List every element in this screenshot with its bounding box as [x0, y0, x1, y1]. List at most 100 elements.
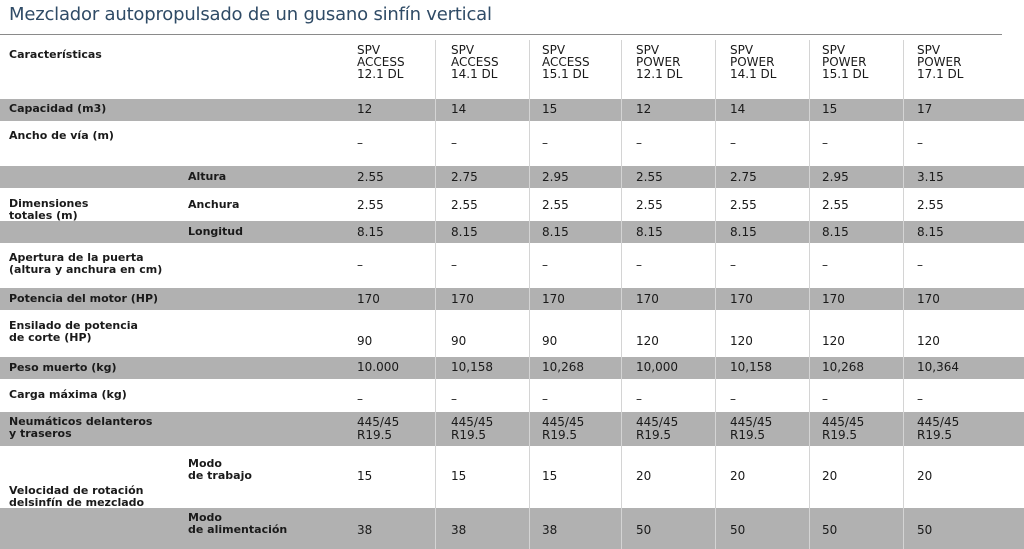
- table-cell: 10,000: [636, 360, 678, 374]
- table-cell: 20: [730, 469, 746, 483]
- table-cell: 2.75: [451, 170, 478, 184]
- model-header: SPV POWER 17.1 DL: [917, 43, 964, 81]
- table-cell: 445/45 R19.5: [730, 415, 773, 442]
- table-cell: 170: [730, 292, 753, 306]
- table-cell: 12: [357, 102, 373, 116]
- table-cell: 445/45 R19.5: [636, 415, 679, 442]
- table-cell: 2.75: [730, 170, 757, 184]
- table-cell: –: [451, 136, 457, 150]
- table-cell: 10,158: [730, 360, 772, 374]
- table-cell: 445/45 R19.5: [822, 415, 865, 442]
- table-cell: 2.55: [917, 198, 944, 212]
- table-cell: 12: [636, 102, 652, 116]
- table-cell: 170: [451, 292, 474, 306]
- model-header: SPV ACCESS 15.1 DL: [542, 43, 590, 81]
- row-label: Ancho de vía (m): [9, 129, 114, 142]
- table-cell: –: [357, 136, 363, 150]
- column-divider: [809, 40, 810, 549]
- table-cell: 50: [822, 523, 838, 537]
- table-cell: 8.15: [542, 225, 569, 239]
- table-cell: –: [636, 258, 642, 272]
- table-cell: –: [917, 392, 923, 406]
- row-label: Ensilado de potencia de corte (HP): [9, 319, 138, 344]
- table-cell: 15: [542, 469, 558, 483]
- table-cell: 8.15: [357, 225, 384, 239]
- table-cell: 120: [636, 334, 659, 348]
- table-cell: 120: [730, 334, 753, 348]
- column-divider: [435, 40, 436, 549]
- row-label: Altura: [188, 170, 227, 183]
- table-cell: –: [917, 258, 923, 272]
- table-cell: –: [730, 392, 736, 406]
- row-label: Potencia del motor (HP): [9, 292, 159, 305]
- title-divider: [0, 34, 1002, 35]
- table-cell: 8.15: [822, 225, 849, 239]
- column-divider: [903, 40, 904, 549]
- model-header: SPV POWER 14.1 DL: [730, 43, 777, 81]
- table-cell: 38: [542, 523, 558, 537]
- table-cell: 8.15: [730, 225, 757, 239]
- table-cell: 8.15: [636, 225, 663, 239]
- table-cell: –: [451, 258, 457, 272]
- table-cell: 15: [451, 469, 467, 483]
- table-cell: 2.95: [822, 170, 849, 184]
- table-cell: 170: [636, 292, 659, 306]
- row-band: [0, 99, 1024, 121]
- table-cell: 2.95: [542, 170, 569, 184]
- row-label: Modo de trabajo: [188, 457, 252, 482]
- table-cell: 10,268: [822, 360, 864, 374]
- table-cell: 38: [451, 523, 467, 537]
- table-cell: 2.55: [542, 198, 569, 212]
- row-band: [0, 412, 1024, 446]
- table-cell: 445/45 R19.5: [542, 415, 585, 442]
- table-cell: –: [822, 136, 828, 150]
- row-label: Peso muerto (kg): [9, 361, 117, 374]
- table-cell: 50: [917, 523, 933, 537]
- table-cell: –: [542, 392, 548, 406]
- column-divider: [715, 40, 716, 549]
- table-cell: –: [357, 258, 363, 272]
- model-header: SPV POWER 12.1 DL: [636, 43, 683, 81]
- row-label: Neumáticos delanteros y traseros: [9, 415, 153, 440]
- table-cell: 2.55: [636, 198, 663, 212]
- table-cell: 170: [357, 292, 380, 306]
- row-band: [0, 357, 1024, 379]
- table-cell: –: [542, 136, 548, 150]
- model-header: SPV ACCESS 12.1 DL: [357, 43, 405, 81]
- table-cell: 3.15: [917, 170, 944, 184]
- table-cell: 90: [357, 334, 373, 348]
- table-cell: 15: [357, 469, 373, 483]
- table-cell: 14: [451, 102, 467, 116]
- group-label-velocidad: Velocidad de rotación delsinfín de mezcla…: [9, 484, 145, 509]
- row-label: Modo de alimentación: [188, 511, 288, 536]
- table-cell: –: [636, 392, 642, 406]
- table-cell: 445/45 R19.5: [357, 415, 400, 442]
- table-cell: 120: [917, 334, 940, 348]
- table-cell: 50: [730, 523, 746, 537]
- table-cell: –: [357, 392, 363, 406]
- table-cell: 2.55: [357, 198, 384, 212]
- row-band: [0, 166, 1024, 188]
- table-cell: 38: [357, 523, 373, 537]
- table-cell: 2.55: [451, 198, 478, 212]
- table-cell: 2.55: [730, 198, 757, 212]
- row-label: Apertura de la puerta (altura y anchura e…: [9, 251, 163, 276]
- column-divider: [529, 40, 530, 549]
- table-cell: 445/45 R19.5: [917, 415, 960, 442]
- table-cell: 170: [542, 292, 565, 306]
- table-cell: 2.55: [357, 170, 384, 184]
- table-cell: –: [636, 136, 642, 150]
- table-cell: 8.15: [451, 225, 478, 239]
- model-header: SPV ACCESS 14.1 DL: [451, 43, 499, 81]
- table-cell: 14: [730, 102, 746, 116]
- table-cell: 8.15: [917, 225, 944, 239]
- table-cell: 50: [636, 523, 652, 537]
- table-cell: 2.55: [822, 198, 849, 212]
- column-divider: [621, 40, 622, 549]
- header-characteristics: Características: [9, 48, 102, 61]
- row-label: Capacidad (m3): [9, 102, 107, 115]
- table-cell: 15: [542, 102, 558, 116]
- table-cell: 10.000: [357, 360, 399, 374]
- table-cell: –: [730, 136, 736, 150]
- table-cell: 445/45 R19.5: [451, 415, 494, 442]
